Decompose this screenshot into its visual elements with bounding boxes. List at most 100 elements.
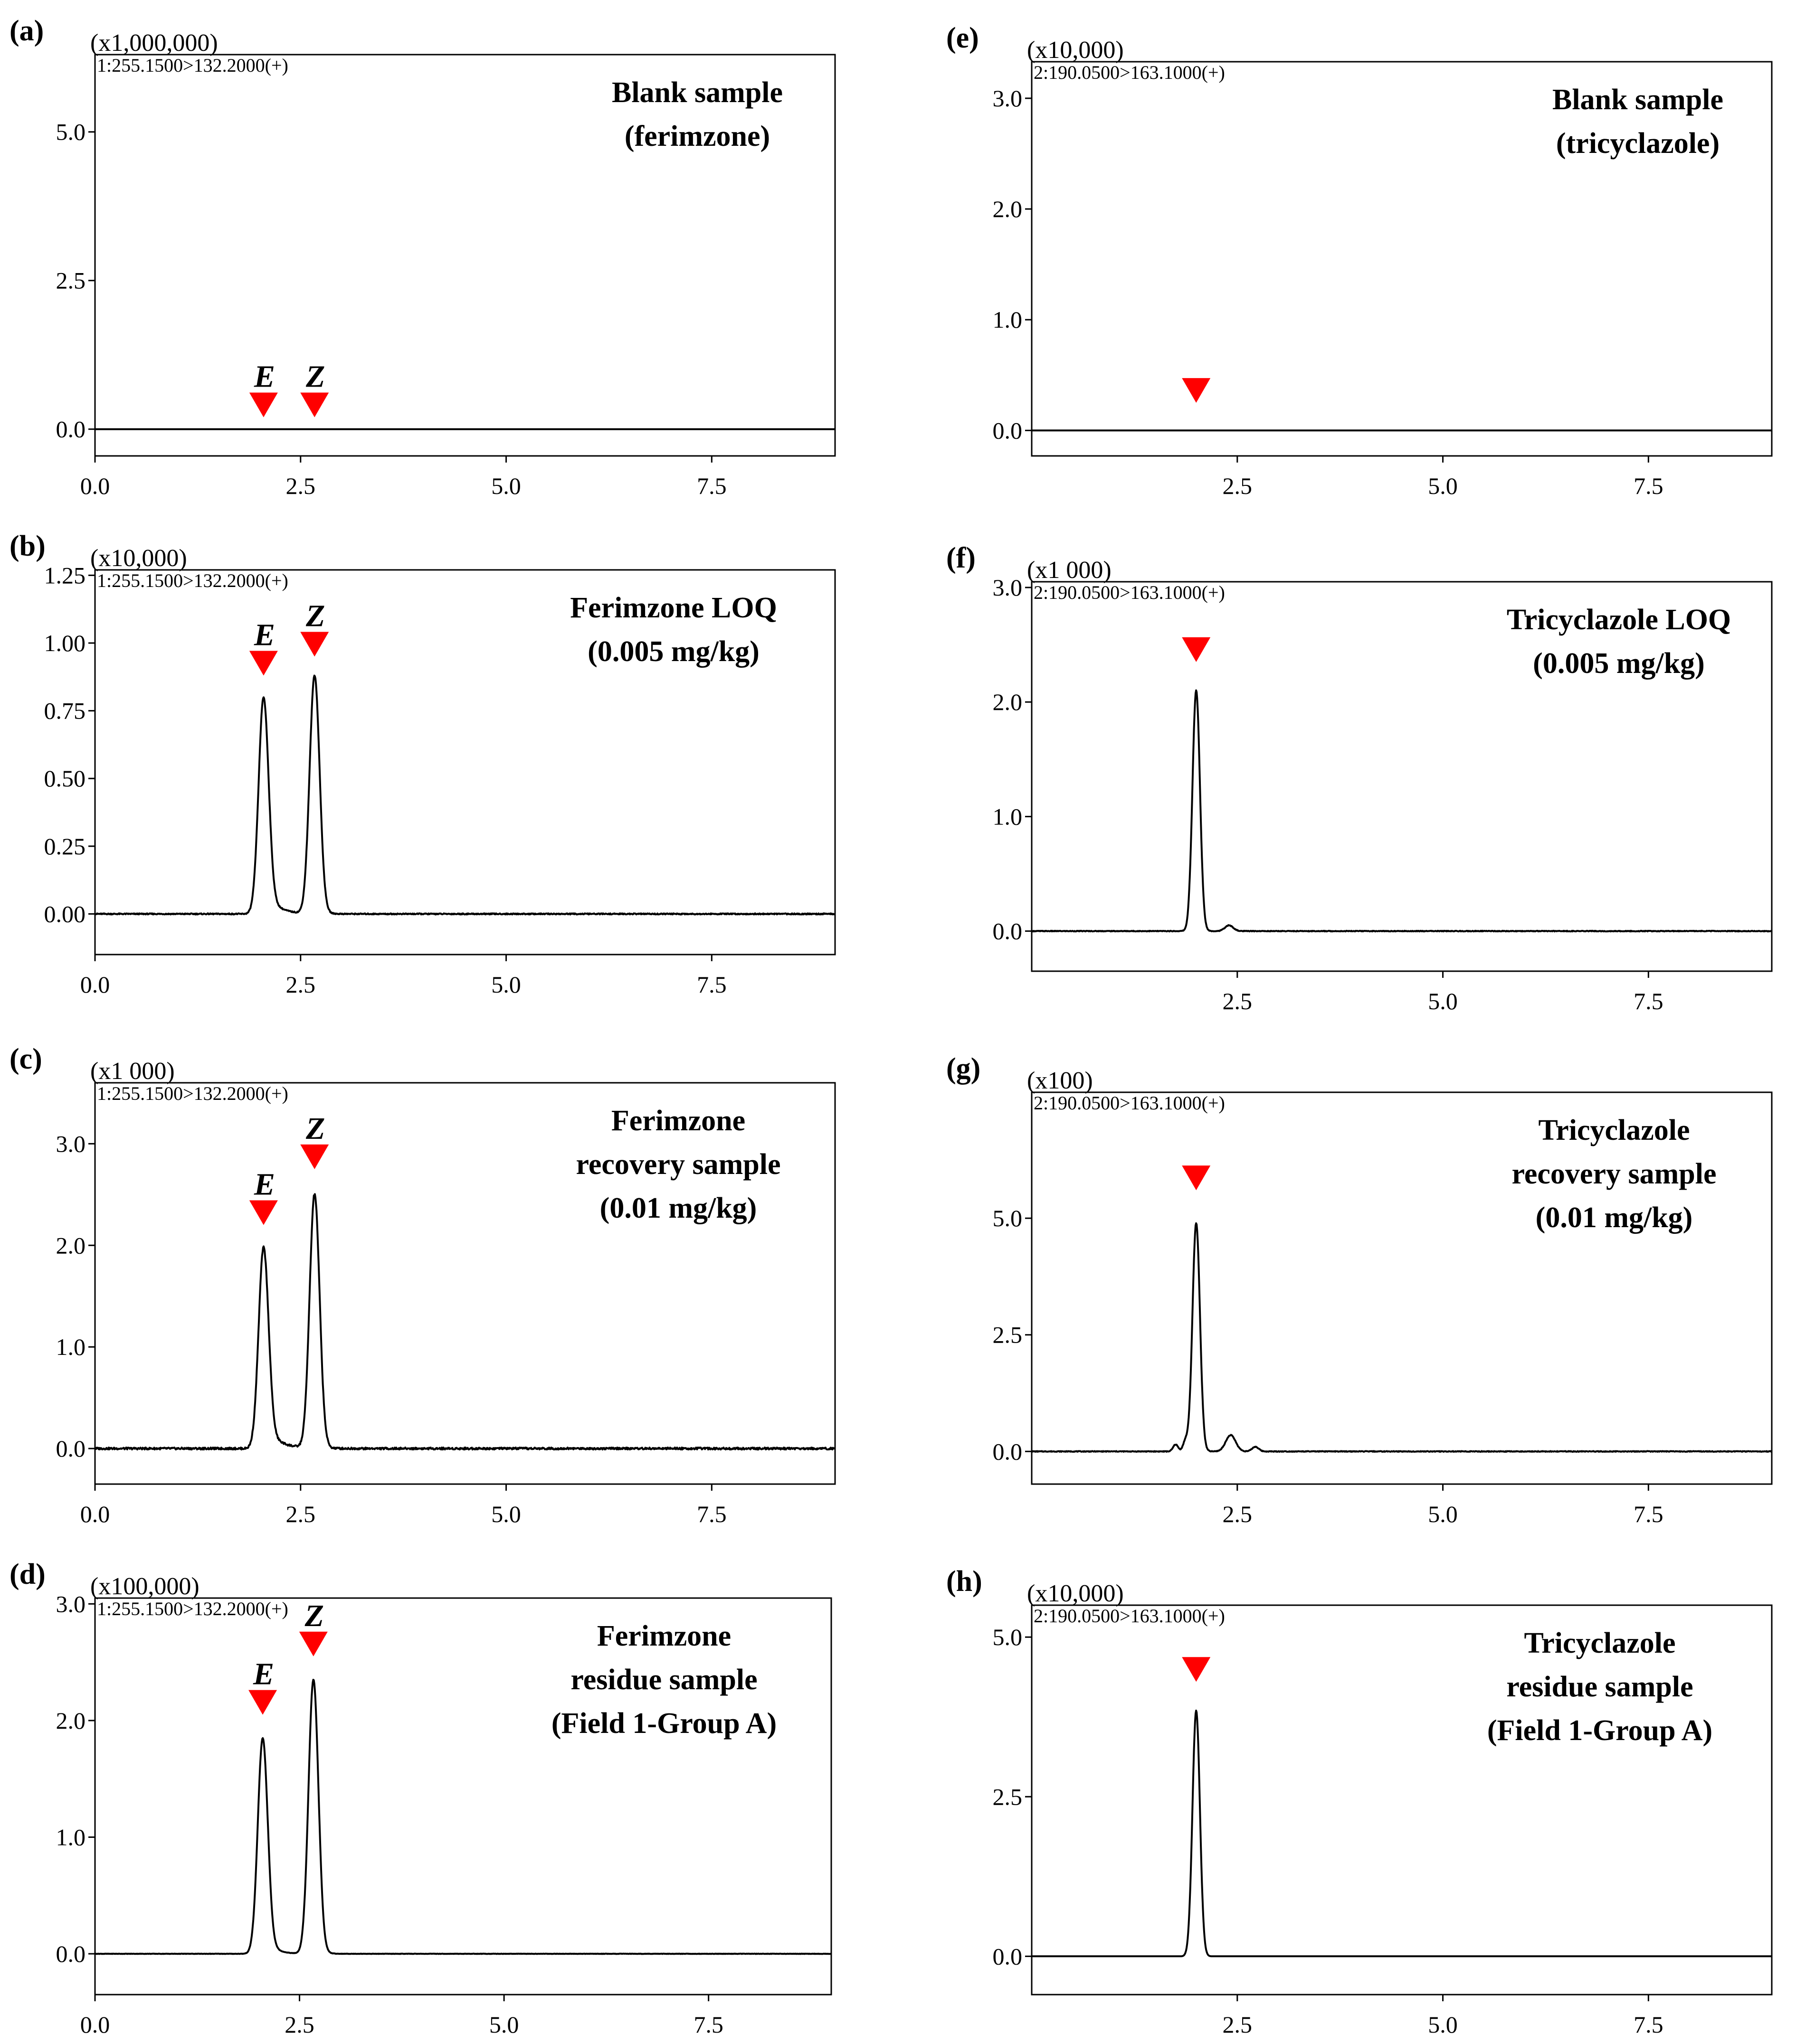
x-tick-label: 0.0 (80, 473, 110, 499)
plot-frame (1031, 61, 1773, 457)
x-tick-label: 2.5 (1223, 1501, 1253, 1527)
y-tick-label: 3.0 (993, 85, 1023, 112)
x-tick-label: 7.5 (1634, 473, 1663, 499)
scale-label: (x10,000) (1027, 37, 1124, 64)
panel-title-line: (0.005 mg/kg) (1533, 647, 1705, 680)
y-tick-label: 1.00 (44, 630, 86, 656)
isomer-label: E (254, 1167, 275, 1202)
x-tick-label: 5.0 (1428, 988, 1458, 1014)
y-tick-label: 2.0 (56, 1707, 86, 1734)
y-tick-label: 0.25 (44, 833, 86, 860)
panel-label: (g) (946, 1052, 980, 1085)
x-tick-label: 7.5 (694, 2011, 723, 2038)
peak-marker (249, 651, 278, 676)
channel-label: 2:190.0500>163.1000(+) (1034, 62, 1225, 83)
x-tick-label: 5.0 (1428, 473, 1458, 499)
x-tick-label: 0.0 (80, 971, 110, 998)
plot-frame (94, 569, 836, 956)
panel-title-line: Ferimzone LOQ (570, 592, 777, 624)
panel-label: (a) (10, 15, 44, 47)
isomer-label: E (254, 360, 275, 394)
plot-frame (1031, 581, 1773, 972)
panel-e: (e) (x10,000)2:190.0500>163.1000(+) Blank … (946, 22, 1773, 499)
scale-label: (x10,000) (1027, 1580, 1124, 1607)
y-tick-label: 0.0 (993, 417, 1023, 444)
plot-frame (1031, 1604, 1773, 1996)
panel-label: (f) (946, 542, 976, 574)
y-tick-label: 1.0 (993, 306, 1023, 333)
isomer-label: Z (305, 360, 325, 394)
y-tick-label: 5.0 (993, 1205, 1023, 1231)
y-tick-label: 0.0 (993, 1438, 1023, 1465)
plot-frame (94, 54, 836, 457)
x-tick-label: 2.5 (286, 473, 316, 499)
isomer-label: Z (305, 1111, 325, 1146)
x-tick-label: 0.0 (80, 1501, 110, 1527)
y-tick-label: 2.0 (993, 196, 1023, 222)
y-tick-label: 5.0 (56, 119, 86, 145)
y-tick-label: 0.0 (993, 1943, 1023, 1969)
scale-label: (x10,000) (90, 545, 187, 572)
isomer-label: Z (304, 1599, 324, 1633)
panel-label: (b) (10, 530, 46, 562)
peak-marker (1182, 637, 1211, 662)
x-tick-label: 2.5 (285, 2011, 314, 2038)
x-tick-label: 7.5 (1634, 988, 1663, 1014)
chromatogram-trace (95, 674, 836, 916)
y-tick-label: 0.50 (44, 765, 86, 792)
plot-frame (94, 1082, 836, 1485)
y-tick-label: 2.0 (993, 689, 1023, 715)
panel-label: (d) (10, 1558, 46, 1590)
panel-title-line: (Field 1-Group A) (1487, 1714, 1712, 1747)
y-tick-label: 2.5 (56, 267, 86, 294)
channel-label: 1:255.1500>132.2000(+) (97, 570, 288, 591)
x-tick-label: 7.5 (697, 971, 727, 998)
x-tick-label: 5.0 (1428, 2011, 1458, 2038)
panel-label: (e) (946, 22, 979, 54)
y-tick-label: 1.0 (56, 1824, 86, 1850)
channel-label: 1:255.1500>132.2000(+) (97, 1083, 288, 1104)
panel-d: (d) (x100,000)1:255.1500>132.2000(+) Ferim… (10, 1558, 832, 2038)
y-tick-label: 3.0 (993, 574, 1023, 601)
scale-label: (x1,000,000) (90, 29, 218, 57)
panel-title-line: Ferimzone (611, 1105, 745, 1137)
panel-title-line: residue sample (570, 1664, 757, 1696)
panel-title-line: Tricyclazole (1524, 1627, 1675, 1659)
panel-title-line: (0.01 mg/kg) (1536, 1202, 1693, 1234)
x-tick-label: 2.5 (286, 971, 316, 998)
peak-marker (299, 1631, 328, 1656)
chromatogram-trace (95, 1193, 836, 1451)
y-tick-label: 2.0 (56, 1232, 86, 1259)
x-tick-label: 5.0 (491, 1501, 521, 1527)
y-tick-label: 5.0 (993, 1624, 1023, 1650)
y-tick-label: 1.25 (44, 562, 86, 588)
x-tick-label: 5.0 (489, 2011, 519, 2038)
peak-marker (300, 1144, 329, 1169)
panel-title-line: recovery sample (576, 1148, 781, 1181)
x-tick-label: 2.5 (1223, 2011, 1253, 2038)
chromatogram-trace (1031, 1222, 1772, 1453)
scale-label: (x1 000) (90, 1058, 175, 1085)
x-tick-label: 5.0 (491, 971, 521, 998)
panel-b: (b) (x10,000)1:255.1500>132.2000(+) Ferimz… (10, 530, 836, 998)
peak-marker (300, 632, 329, 657)
x-tick-label: 0.0 (80, 2011, 110, 2038)
panel-title-line: Ferimzone (597, 1620, 731, 1652)
x-tick-label: 2.5 (1223, 988, 1253, 1014)
scale-label: (x100) (1027, 1067, 1093, 1094)
scale-label: (x1 000) (1027, 557, 1112, 584)
channel-label: 1:255.1500>132.2000(+) (97, 1598, 288, 1619)
y-tick-label: 1.0 (56, 1334, 86, 1360)
isomer-label: Z (305, 599, 325, 634)
panel-title-line: Tricyclazole (1538, 1114, 1690, 1146)
panel-title-line: Blank sample (1552, 84, 1723, 116)
panel-title-line: Tricyclazole LOQ (1507, 604, 1731, 636)
panel-label: (h) (946, 1565, 982, 1598)
y-tick-label: 0.0 (56, 1435, 86, 1462)
panel-title-line: (0.005 mg/kg) (588, 635, 760, 668)
panel-h: (h) (x10,000)2:190.0500>163.1000(+) Tricyc… (946, 1565, 1773, 2038)
y-tick-label: 3.0 (56, 1130, 86, 1157)
panel-g: (g) (x100)2:190.0500>163.1000(+) Tricyclaz… (946, 1052, 1773, 1527)
peak-marker (248, 1690, 277, 1715)
